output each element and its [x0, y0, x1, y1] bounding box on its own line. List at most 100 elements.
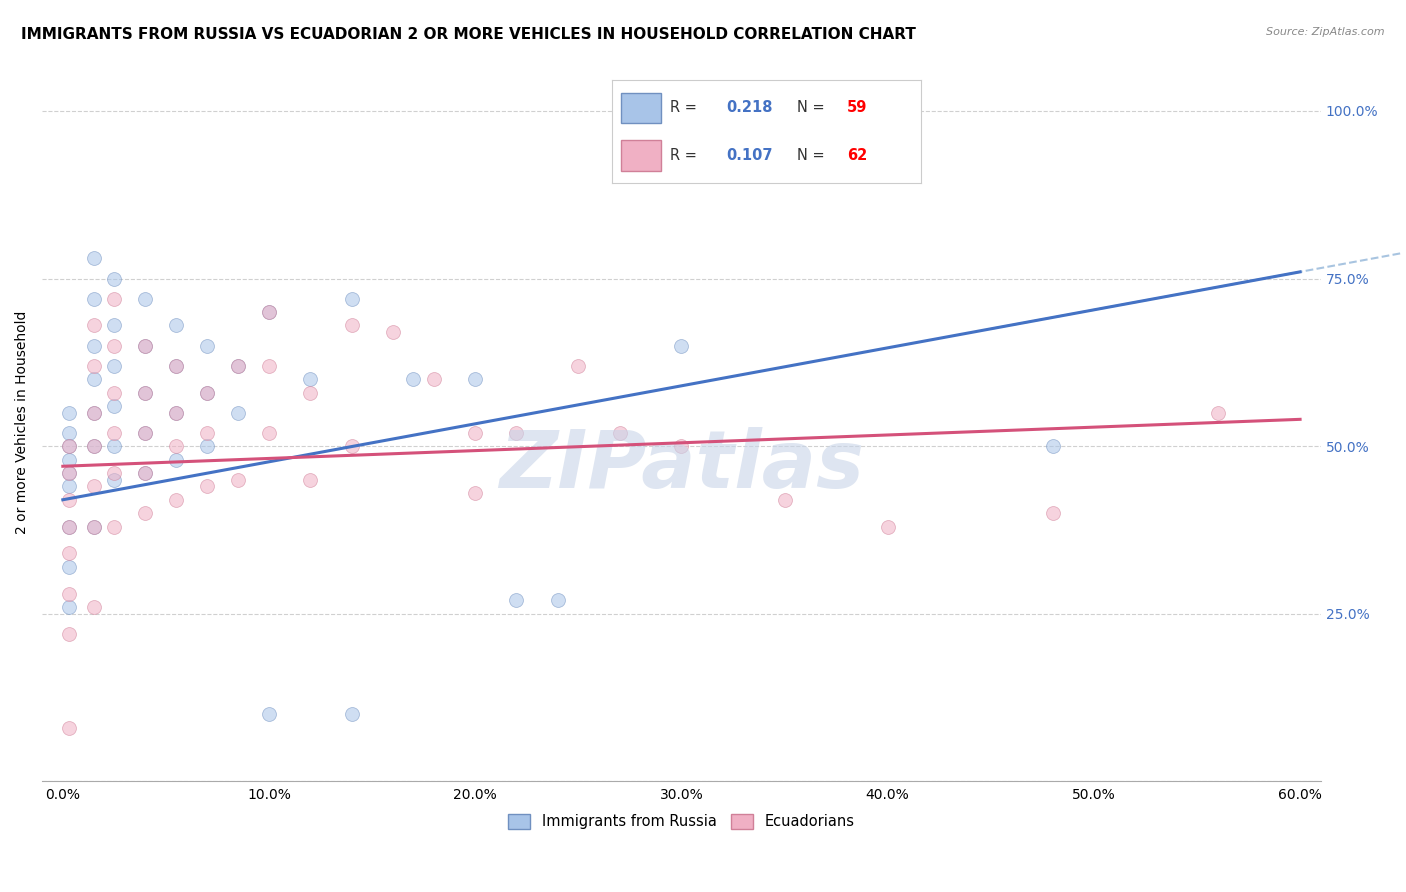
Point [876, 519, 898, 533]
Point [257, 425, 280, 440]
Point [83, 252, 105, 266]
Point [226, 359, 249, 373]
Point [609, 425, 631, 440]
Point [58, 439, 80, 453]
Point [195, 385, 218, 400]
Point [83, 406, 105, 420]
Point [134, 385, 156, 400]
Point [83, 338, 105, 352]
Point [340, 439, 363, 453]
Point [134, 425, 156, 440]
Point [464, 372, 486, 386]
Point [83, 519, 105, 533]
Point [58, 721, 80, 735]
Text: ZIPatlas: ZIPatlas [499, 426, 863, 505]
Point [257, 305, 280, 319]
Point [83, 439, 105, 453]
Point [340, 707, 363, 722]
Point [464, 486, 486, 500]
Point [165, 359, 187, 373]
Point [83, 372, 105, 386]
Point [58, 479, 80, 493]
Point [83, 318, 105, 333]
Point [257, 707, 280, 722]
Point [505, 593, 527, 607]
Point [134, 466, 156, 480]
Point [103, 439, 125, 453]
Text: R =: R = [671, 148, 702, 162]
Text: 0.107: 0.107 [725, 148, 772, 162]
FancyBboxPatch shape [621, 140, 661, 170]
Point [83, 359, 105, 373]
Point [299, 385, 322, 400]
Point [58, 600, 80, 615]
Point [103, 425, 125, 440]
Text: Source: ZipAtlas.com: Source: ZipAtlas.com [1267, 27, 1385, 37]
Point [58, 519, 80, 533]
Point [257, 359, 280, 373]
Point [58, 466, 80, 480]
Point [226, 473, 249, 487]
Point [165, 452, 187, 467]
Point [165, 439, 187, 453]
Point [402, 372, 425, 386]
Point [83, 519, 105, 533]
Point [1042, 506, 1064, 520]
Point [103, 359, 125, 373]
Point [134, 338, 156, 352]
Point [165, 359, 187, 373]
Point [103, 338, 125, 352]
Point [671, 439, 693, 453]
Point [1042, 439, 1064, 453]
Point [195, 479, 218, 493]
Point [195, 338, 218, 352]
Point [165, 406, 187, 420]
Point [381, 325, 404, 339]
Point [195, 425, 218, 440]
Point [134, 338, 156, 352]
Point [165, 318, 187, 333]
Point [103, 385, 125, 400]
Text: 0.218: 0.218 [725, 101, 772, 115]
Point [773, 137, 796, 152]
Point [340, 292, 363, 306]
Point [165, 492, 187, 507]
Text: IMMIGRANTS FROM RUSSIA VS ECUADORIAN 2 OR MORE VEHICLES IN HOUSEHOLD CORRELATION: IMMIGRANTS FROM RUSSIA VS ECUADORIAN 2 O… [21, 27, 915, 42]
Point [83, 479, 105, 493]
Point [103, 519, 125, 533]
Point [134, 425, 156, 440]
FancyBboxPatch shape [621, 93, 661, 123]
Legend: Immigrants from Russia, Ecuadorians: Immigrants from Russia, Ecuadorians [502, 808, 860, 835]
Point [58, 559, 80, 574]
Point [58, 627, 80, 641]
Point [58, 546, 80, 560]
Point [134, 292, 156, 306]
Y-axis label: 2 or more Vehicles in Household: 2 or more Vehicles in Household [15, 311, 30, 534]
Point [103, 271, 125, 285]
Point [58, 406, 80, 420]
Point [58, 425, 80, 440]
Point [134, 506, 156, 520]
Point [103, 318, 125, 333]
Point [103, 466, 125, 480]
Point [1206, 406, 1229, 420]
Point [83, 292, 105, 306]
Text: 59: 59 [846, 101, 868, 115]
Point [58, 586, 80, 600]
Point [58, 452, 80, 467]
Point [547, 593, 569, 607]
Point [83, 406, 105, 420]
Point [195, 385, 218, 400]
Point [299, 473, 322, 487]
Point [83, 600, 105, 615]
Point [567, 359, 589, 373]
Point [83, 439, 105, 453]
Point [505, 425, 527, 440]
Point [464, 425, 486, 440]
Point [195, 439, 218, 453]
Point [340, 318, 363, 333]
Point [423, 372, 446, 386]
Point [226, 359, 249, 373]
Point [226, 406, 249, 420]
Point [134, 385, 156, 400]
